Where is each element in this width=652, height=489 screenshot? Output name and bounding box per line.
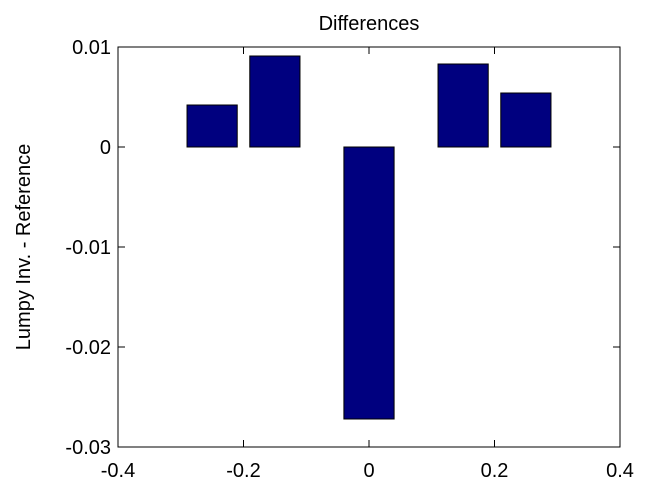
y-tick-label: -0.02	[65, 337, 111, 359]
chart-title: Differences	[319, 13, 420, 35]
y-tick-label: 0	[100, 137, 111, 159]
x-tick-label: 0.4	[606, 460, 634, 482]
x-tick-label: -0.4	[101, 460, 135, 482]
y-axis-label: Lumpy Inv. - Reference	[13, 144, 35, 350]
bar-2	[343, 146, 395, 420]
bar-3	[437, 63, 489, 148]
x-tick-label: 0.2	[481, 460, 509, 482]
y-tick-label: 0.01	[72, 37, 111, 59]
bars-group	[186, 55, 552, 420]
tick-labels-group: -0.4 -0.2 0 0.2 0.4 -0.03 -0.02 -0.01 0 0.01	[65, 37, 634, 482]
y-tick-label: -0.03	[65, 437, 111, 459]
bar-0	[186, 104, 238, 148]
x-tick-label: 0	[363, 460, 374, 482]
x-tick-label: -0.2	[226, 460, 260, 482]
y-tick-label: -0.01	[65, 237, 111, 259]
plot-frame	[117, 46, 621, 448]
bar-4	[500, 92, 552, 148]
bar-1	[249, 55, 301, 148]
